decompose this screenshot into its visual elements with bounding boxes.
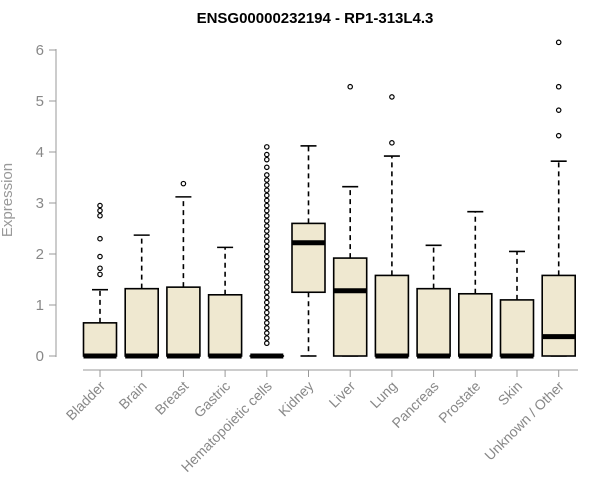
y-tick-label: 4 [36, 144, 44, 161]
outlier-point [97, 271, 103, 278]
box-group [124, 234, 159, 359]
box-group [166, 180, 201, 359]
box [207, 293, 243, 357]
x-tick-label: Kidney [275, 378, 317, 420]
box-group [249, 144, 285, 359]
outlier-point [263, 299, 270, 306]
outlier-point [263, 187, 270, 194]
box [166, 286, 201, 357]
outlier-point [263, 164, 270, 171]
outlier-point [263, 340, 270, 347]
outlier-point [263, 274, 270, 280]
box-group [291, 145, 326, 357]
chart-title: ENSG00000232194 - RP1-313L4.3 [197, 10, 434, 27]
box-group [416, 244, 451, 359]
outlier-point [263, 182, 270, 188]
outlier-point [263, 294, 270, 301]
box [541, 274, 577, 357]
outlier-point [263, 238, 270, 245]
outlier-point [97, 207, 103, 214]
outlier-point [389, 94, 395, 100]
outlier-point [263, 144, 270, 150]
outlier-point [263, 330, 270, 336]
box-group [374, 94, 410, 359]
outlier-point [555, 132, 562, 139]
box-group [82, 202, 118, 359]
outlier-point [263, 177, 270, 183]
outlier-point [97, 235, 103, 242]
outlier-point [263, 202, 270, 209]
outlier-point [263, 284, 270, 290]
outlier-point [97, 265, 103, 272]
outlier-point [263, 279, 270, 285]
y-tick-label: 6 [36, 42, 44, 59]
outlier-point [263, 269, 270, 275]
boxes [82, 39, 577, 359]
x-tick-label: Skin [495, 378, 526, 409]
outlier-point [97, 253, 103, 260]
outlier-point [263, 335, 270, 341]
x-tick-label: Prostate [435, 378, 483, 426]
y-tick-label: 1 [36, 297, 44, 314]
x-tick-label: Lung [367, 378, 400, 411]
outlier-point [263, 248, 270, 255]
box-group [499, 250, 535, 359]
outlier-point [263, 258, 270, 265]
outlier-point [97, 212, 103, 219]
box [332, 257, 368, 357]
x-tick-label: Brain [115, 378, 149, 412]
box-group [332, 83, 368, 357]
outlier-point [97, 202, 103, 209]
x-tick-label: Bladder [63, 378, 109, 424]
y-axis-label: Expression [0, 163, 16, 237]
box [82, 322, 118, 357]
outlier-point [263, 192, 270, 199]
y-tick-label: 5 [36, 93, 44, 110]
outlier-point [263, 325, 270, 331]
outlier-point [180, 180, 187, 187]
outlier-point [263, 243, 270, 250]
y-tick-label: 3 [36, 195, 44, 212]
outlier-point [263, 172, 270, 178]
box [374, 274, 410, 357]
outlier-point [263, 263, 270, 270]
outlier-point [555, 107, 562, 113]
outlier-point [389, 140, 395, 146]
outlier-point [263, 314, 270, 321]
box-group [457, 210, 493, 359]
outlier-point [263, 207, 270, 214]
box [457, 292, 493, 357]
y-ticks: 0 1 2 3 4 5 6 [36, 42, 56, 365]
outlier-point [263, 156, 270, 163]
outlier-point [263, 228, 270, 234]
outlier-point [555, 83, 562, 90]
x-tick-label: Unknown / Other [481, 378, 567, 464]
y-tick-label: 0 [36, 348, 44, 365]
outlier-point [347, 83, 354, 90]
outlier-point [263, 289, 270, 296]
box [124, 287, 159, 357]
outlier-point [263, 309, 270, 316]
outlier-point [263, 197, 270, 204]
y-tick-label: 2 [36, 246, 44, 263]
box-group [541, 39, 577, 357]
outlier-point [263, 218, 270, 224]
outlier-point [263, 223, 270, 229]
x-tick-label: Breast [152, 378, 192, 418]
outlier-point [263, 304, 270, 311]
outlier-point [263, 212, 270, 219]
box [416, 287, 451, 357]
box [291, 222, 326, 294]
outlier-point [263, 320, 270, 326]
outlier-point [263, 233, 270, 239]
outlier-point [263, 151, 270, 158]
x-tick-label: Liver [326, 378, 359, 411]
box-group [207, 246, 243, 359]
box [499, 299, 535, 357]
outlier-point [263, 253, 270, 260]
outlier-point [555, 39, 562, 46]
